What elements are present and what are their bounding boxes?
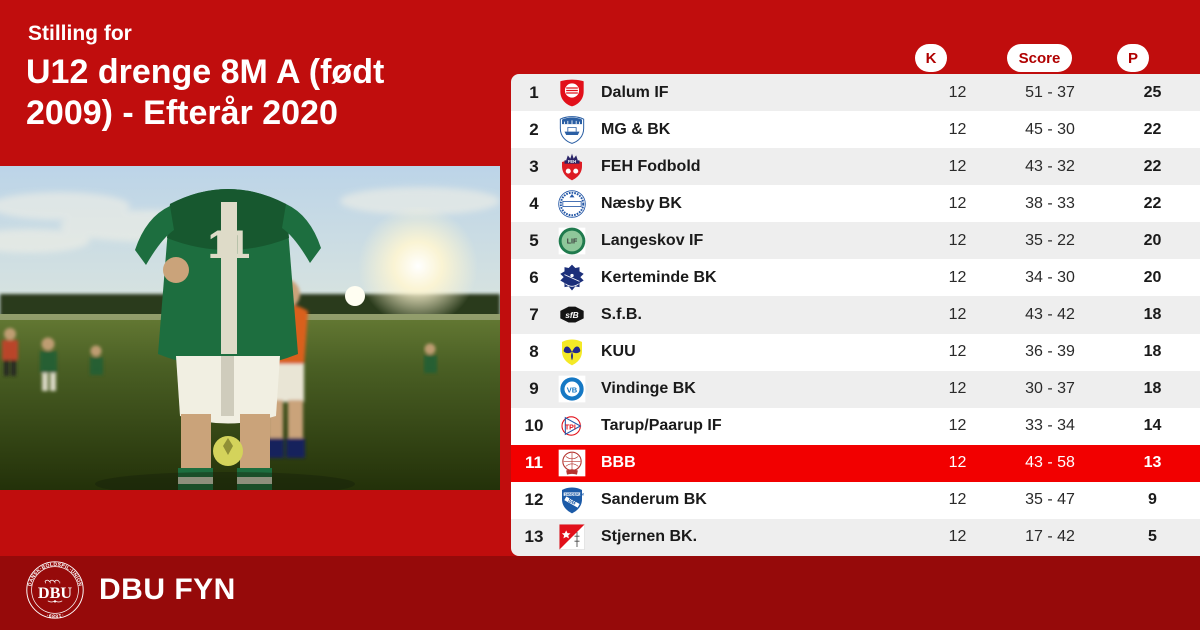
svg-text:LIF: LIF [567, 237, 578, 245]
svg-text:·1889·: ·1889· [46, 611, 64, 618]
svg-text:VB: VB [567, 385, 578, 394]
svg-text:11: 11 [208, 223, 250, 267]
svg-text:FEH: FEH [568, 159, 576, 164]
svg-text:SANDERUM: SANDERUM [565, 493, 584, 497]
svg-text:DBU: DBU [38, 584, 72, 602]
svg-text:sfB: sfB [565, 310, 578, 320]
svg-text:TPI: TPI [565, 424, 576, 432]
